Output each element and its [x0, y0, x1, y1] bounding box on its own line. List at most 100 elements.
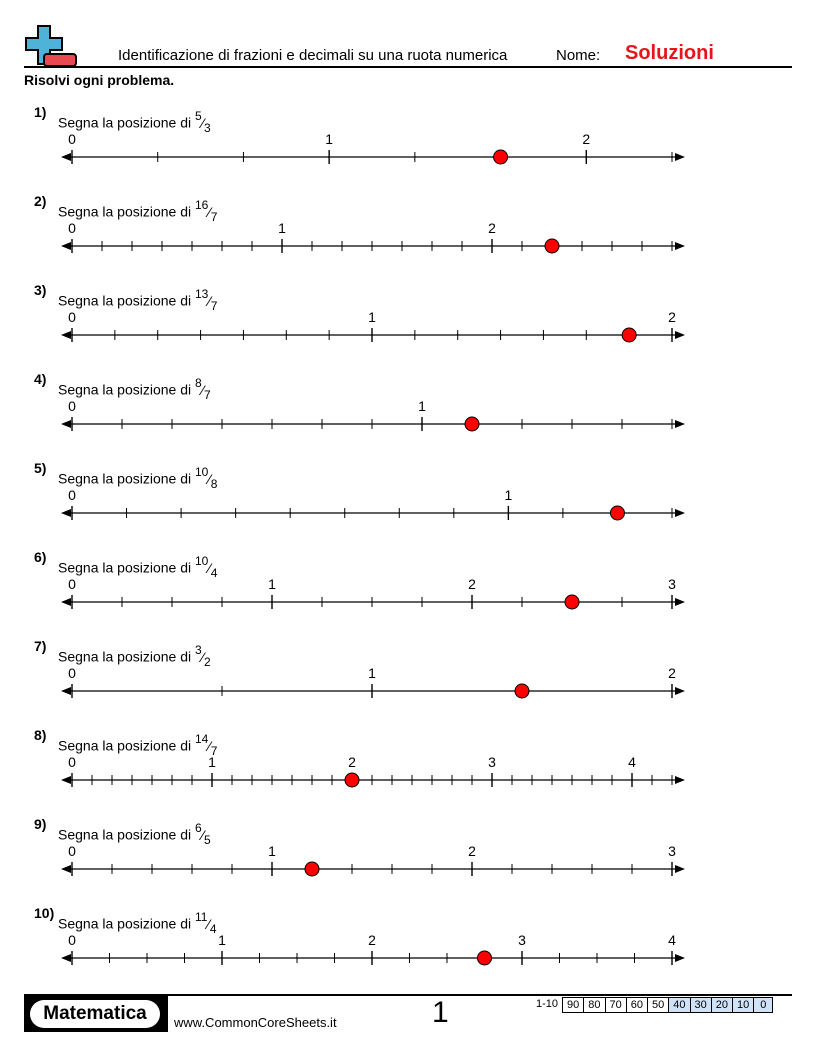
denominator: 5	[204, 832, 211, 847]
tick-label: 0	[68, 309, 76, 325]
tick-label: 2	[582, 131, 590, 147]
tick-label: 2	[668, 309, 676, 325]
answer-dot	[514, 683, 530, 699]
problem-number: 10)	[34, 905, 55, 921]
right-arrow-icon	[675, 687, 685, 695]
right-arrow-icon	[675, 954, 685, 962]
problem-number: 8)	[34, 727, 47, 743]
problem-question: Segna la posizione di 16⁄7	[58, 198, 217, 223]
problem-question: Segna la posizione di 10⁄8	[58, 465, 218, 491]
tick-label: 0	[68, 131, 76, 147]
answer-dot	[344, 772, 360, 788]
answer-dot	[621, 327, 637, 343]
score-cell: 50	[648, 997, 670, 1013]
problem-number: 5)	[34, 460, 47, 476]
tick-label: 1	[268, 843, 276, 859]
score-label: 1-10	[536, 998, 559, 1010]
tick-label: 4	[628, 754, 636, 770]
right-arrow-icon	[675, 420, 685, 428]
numerator: 5	[195, 109, 202, 123]
numerator: 3	[195, 643, 202, 657]
number-line[interactable]: 0 1 2	[0, 217, 816, 267]
tick-label: 2	[348, 754, 356, 770]
left-arrow-icon	[61, 509, 71, 517]
number-line[interactable]: 0 1 2 3 4	[0, 929, 816, 979]
left-arrow-icon	[61, 776, 71, 784]
answer-dot	[564, 594, 580, 610]
logo-plus-minus-icon	[25, 25, 77, 67]
prompt: Segna la posizione di	[58, 737, 192, 754]
left-arrow-icon	[61, 153, 71, 161]
prompt: Segna la posizione di	[58, 203, 192, 220]
fraction: 10⁄8	[195, 465, 218, 491]
tick-label: 2	[468, 576, 476, 592]
number-line[interactable]: 0 1 2 3 4	[0, 751, 816, 801]
numerator: 6	[195, 821, 202, 835]
tick-label: 0	[68, 754, 76, 770]
prompt: Segna la posizione di	[58, 559, 192, 576]
fraction: 5⁄3	[195, 109, 211, 135]
header-divider	[24, 66, 792, 68]
left-arrow-icon	[61, 598, 71, 606]
problem-5: 5) Segna la posizione di 10⁄8 0 1	[0, 460, 816, 555]
problem-question: Segna la posizione di 11⁄4	[58, 910, 217, 935]
tick-label: 0	[68, 843, 76, 859]
problem-number: 2)	[34, 193, 47, 209]
tick-label: 4	[668, 932, 676, 948]
prompt: Segna la posizione di	[58, 114, 192, 131]
numerator: 13	[195, 287, 209, 301]
problem-4: 4) Segna la posizione di 8⁄7 0 1	[0, 371, 816, 466]
left-arrow-icon	[61, 331, 71, 339]
tick-label: 1	[504, 487, 512, 503]
tick-label: 2	[668, 665, 676, 681]
problem-2: 2) Segna la posizione di 16⁄7 0 1 2	[0, 193, 816, 288]
score-cell: 10	[733, 997, 755, 1013]
number-line[interactable]: 0 1 2	[0, 128, 816, 178]
tick-label: 2	[368, 932, 376, 948]
score-table: 1-10 90 80 70 60 50 40 30 20 10 0	[532, 997, 774, 1013]
problem-number: 3)	[34, 282, 47, 298]
fraction: 8⁄7	[195, 376, 211, 402]
tick-label: 3	[668, 576, 676, 592]
score-cell: 40	[669, 997, 691, 1013]
number-line[interactable]: 0 1 2 3	[0, 840, 816, 890]
problem-number: 6)	[34, 549, 47, 565]
right-arrow-icon	[675, 331, 685, 339]
score-cell: 0	[754, 997, 774, 1013]
tick-label: 1	[268, 576, 276, 592]
tick-label: 3	[488, 754, 496, 770]
number-line[interactable]: 0 1 2	[0, 662, 816, 712]
denominator: 7	[210, 298, 218, 313]
right-arrow-icon	[675, 776, 685, 784]
denominator: 7	[204, 387, 211, 402]
prompt: Segna la posizione di	[58, 648, 192, 665]
number-line[interactable]: 0 1 2	[0, 306, 816, 356]
left-arrow-icon	[61, 420, 71, 428]
tick-label: 2	[468, 843, 476, 859]
problem-number: 4)	[34, 371, 47, 387]
problem-question: Segna la posizione di 3⁄2	[58, 643, 211, 669]
answer-dot	[464, 416, 480, 432]
score-cell: 20	[711, 997, 734, 1013]
name-value: Soluzioni	[625, 42, 714, 64]
fraction: 10⁄4	[195, 554, 218, 580]
tick-label: 0	[68, 398, 76, 414]
answer-dot	[544, 238, 560, 254]
right-arrow-icon	[675, 153, 685, 161]
number-line[interactable]: 0 1 2 3	[0, 573, 816, 623]
prompt: Segna la posizione di	[58, 292, 192, 309]
fraction: 3⁄2	[195, 643, 211, 669]
name-label: Nome:	[556, 47, 601, 64]
website-link: www.CommonCoreSheets.it	[174, 1015, 337, 1030]
tick-label: 0	[68, 487, 76, 503]
problem-10: 10) Segna la posizione di 11⁄4 0 1 2 3 4	[0, 905, 816, 1000]
tick-label: 0	[68, 932, 76, 948]
prompt: Segna la posizione di	[58, 470, 192, 487]
left-arrow-icon	[61, 687, 71, 695]
answer-dot	[609, 505, 625, 521]
tick-label: 1	[368, 309, 376, 325]
tick-label: 2	[488, 220, 496, 236]
